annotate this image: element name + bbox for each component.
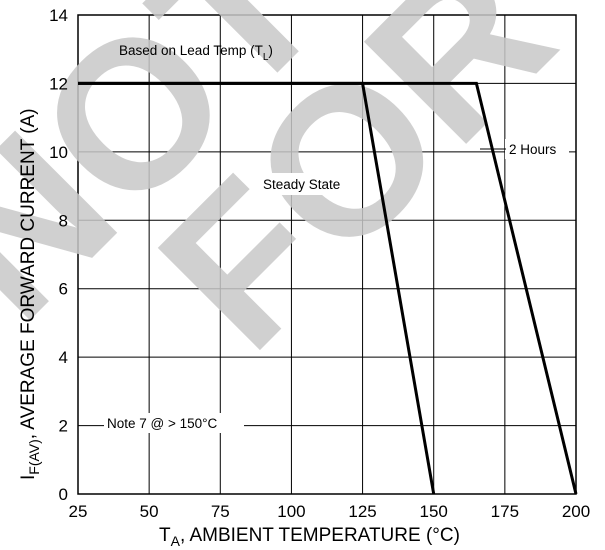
x-tick-label-2: 75: [211, 502, 230, 521]
y-axis-label: IF(AV), AVERAGE FORWARD CURRENT (A): [18, 108, 42, 480]
x-tick-label-6: 175: [491, 502, 519, 521]
watermark: NOTFOR NEW: [0, 0, 605, 392]
plot-frame: [77, 14, 577, 495]
steady-state-label-bg: [260, 173, 362, 195]
x-tick-label-1: 50: [140, 502, 159, 521]
x-tick-label-7: 200: [562, 502, 590, 521]
y-tick-label-0: 0: [59, 485, 68, 504]
y-tick-label-2: 4: [59, 348, 68, 367]
x-axis-label: TA, AMBIENT TEMPERATURE (°C): [159, 525, 460, 549]
series-label-steady-state: Steady State: [263, 177, 340, 192]
x-tick-label-4: 125: [348, 502, 376, 521]
y-tick-label-5: 10: [49, 143, 68, 162]
y-tick-label-1: 2: [59, 417, 68, 436]
x-tick-label-5: 150: [420, 502, 448, 521]
annotation-note: Note 7 @ > 150°C: [107, 416, 218, 431]
y-tick-label-7: 14: [49, 6, 68, 25]
two-hours-label-bg: [505, 139, 569, 159]
x-tick-label-3: 100: [277, 502, 305, 521]
y-tick-label-3: 6: [59, 280, 68, 299]
series-line-1: [78, 81, 578, 495]
series-label-2-hours: 2 Hours: [509, 142, 557, 157]
y-tick-labels: 0 2 4 6 8 10 12 14: [49, 6, 68, 504]
annotation-lead-temp: Based on Lead Temp (TL): [119, 43, 273, 63]
x-tick-labels: 25 50 75 100 125 150 175 200: [69, 502, 591, 521]
note-label-bg: [104, 413, 244, 433]
curves: [78, 81, 578, 495]
y-tick-label-6: 12: [49, 74, 68, 93]
y-tick-label-4: 8: [59, 211, 68, 230]
x-tick-label-0: 25: [69, 502, 88, 521]
